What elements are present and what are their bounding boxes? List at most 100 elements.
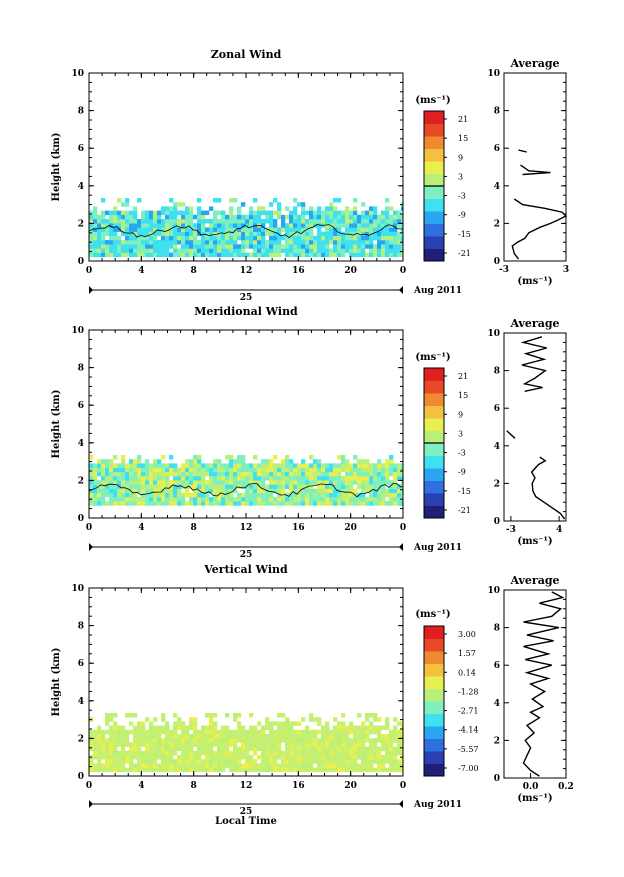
heatmap-cell [117,755,122,760]
heatmap-cell [373,463,378,468]
heatmap-cell [297,471,302,477]
heatmap-cell [365,223,370,228]
heatmap-cell [165,227,170,232]
heatmap-cell [333,725,338,731]
heatmap-cell [97,750,102,756]
heatmap-cell [357,734,362,739]
heatmap-cell [293,759,298,764]
heatmap-cell [361,463,366,468]
heatmap-cell [305,742,310,747]
heatmap-cell [217,759,222,764]
heatmap-cell [381,767,386,773]
x-tick-label: 12 [240,781,253,791]
heatmap-cell [321,755,326,760]
heatmap-cell [337,725,342,731]
heatmap-cell [329,742,334,747]
heatmap-cell [213,480,218,485]
heatmap-cell [241,223,246,228]
heatmap-cell [153,750,158,756]
heatmap-cell [377,235,382,241]
heatmap-cell [121,240,126,245]
heatmap-cell [157,223,162,228]
heatmap-cell [365,501,370,506]
heatmap-cell [365,476,370,481]
heatmap-cell [185,214,190,220]
heatmap-cell [369,729,374,735]
heatmap-cell [265,463,270,468]
heatmap-cell [261,501,266,506]
heatmap-cell [237,738,242,743]
heatmap-cell [229,240,234,245]
heatmap-cell [325,244,330,249]
heatmap-cell [297,244,302,249]
heatmap-cell [285,492,290,498]
heatmap-cell [101,750,106,756]
heatmap-cell [397,240,402,245]
heatmap-cell [289,729,294,735]
heatmap-cell [189,223,194,228]
heatmap-cell [325,738,330,743]
heatmap-cell [177,755,182,760]
heatmap-cell [385,459,390,464]
heatmap-cell [101,480,106,485]
heatmap-cell [233,223,238,228]
heatmap-cell [149,746,154,752]
heatmap-cell [169,729,174,735]
heatmap-cell [385,750,390,756]
heatmap-cell [145,252,150,258]
heatmap-cell [133,746,138,752]
heatmap-cell [173,488,178,494]
heatmap-cell [213,471,218,477]
heatmap-cell [193,240,198,245]
heatmap-cell [341,223,346,228]
average-y-tick-label: 10 [487,586,500,596]
heatmap-cell [269,721,274,726]
heatmap-cell [169,244,174,249]
heatmap-cell [241,231,246,237]
colorbar-tick-label: -9 [458,211,466,220]
heatmap-cell [197,476,202,481]
heatmap-cell [401,750,403,756]
heatmap-cell [257,738,262,743]
heatmap-cell [289,471,294,477]
heatmap-cell [397,484,402,489]
heatmap-cell [281,223,286,228]
heatmap-cell [193,717,198,722]
heatmap-cell [325,467,330,473]
heatmap-cell [125,210,130,216]
heatmap-cell [321,734,326,739]
heatmap-cell [153,463,158,468]
heatmap-cell [285,459,290,464]
heatmap-cell [401,463,403,468]
heatmap-cell [245,244,250,249]
heatmap-cell [221,244,226,249]
heatmap-cell [149,223,154,228]
heatmap-cell [205,492,210,498]
heatmap-cell [193,721,198,726]
heatmap-cell [125,713,130,718]
heatmap-cell [161,480,166,485]
heatmap-cell [317,252,322,258]
heatmap-cell [125,492,130,498]
heatmap-cell [393,223,398,228]
heatmap-cell [129,755,134,760]
heatmap-cell [357,240,362,245]
heatmap-cell [169,746,174,752]
heatmap-cell [233,763,238,768]
heatmap-cell [385,252,390,258]
heatmap-cell [309,210,314,216]
heatmap-cell [253,214,258,220]
heatmap-cell [401,501,403,506]
heatmap-cell [141,501,146,506]
heatmap-cell [113,767,118,773]
heatmap-cell [249,729,254,735]
heatmap-cell [317,471,322,477]
heatmap-cell [297,223,302,228]
heatmap-cell [181,240,186,245]
heatmap-cell [241,252,246,258]
heatmap-cell [361,746,366,752]
heatmap-cell [137,223,142,228]
heatmap-cell [145,244,150,249]
heatmap-cell [129,492,134,498]
heatmap-cell [193,227,198,232]
